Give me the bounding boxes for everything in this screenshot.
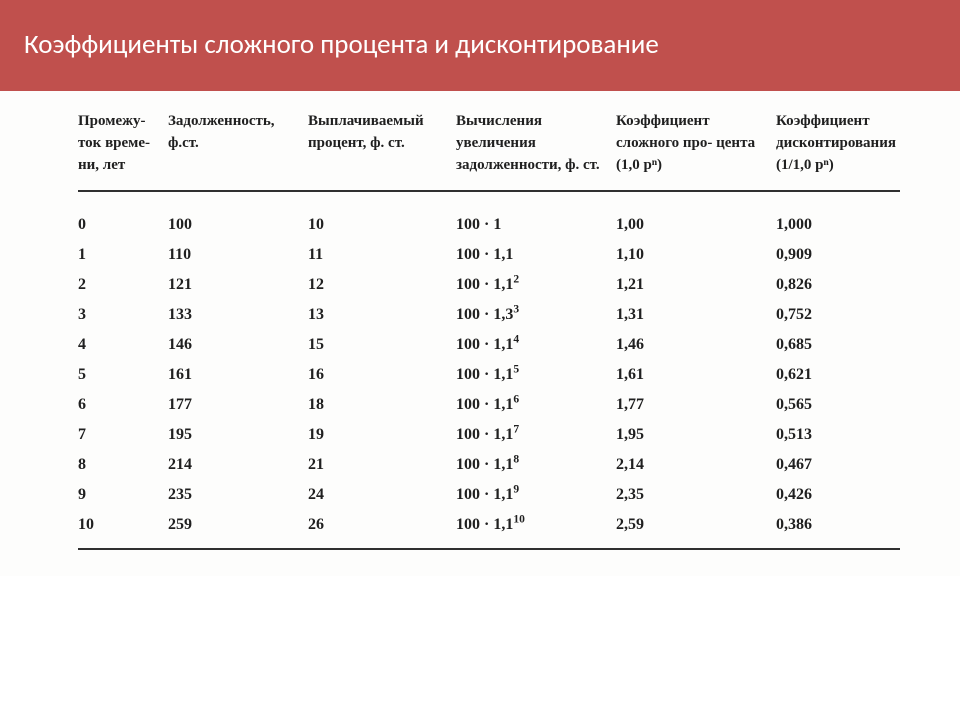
table-row: 516116100 · 1,151,610,621 bbox=[78, 360, 900, 390]
footer-rule bbox=[78, 548, 900, 550]
cell-debt: 259 bbox=[168, 510, 308, 540]
cell-calc: 100 · 1,17 bbox=[456, 420, 616, 450]
cell-interest: 11 bbox=[308, 240, 456, 270]
cell-discount: 0,467 bbox=[776, 450, 900, 480]
cell-discount: 0,621 bbox=[776, 360, 900, 390]
cell-calc: 100 · 1,14 bbox=[456, 330, 616, 360]
cell-debt: 121 bbox=[168, 270, 308, 300]
table-header: Промежу- ток време- ни, лет Задолженност… bbox=[78, 109, 900, 210]
cell-interest: 21 bbox=[308, 450, 456, 480]
cell-compound: 1,61 bbox=[616, 360, 776, 390]
table-row: 414615100 · 1,141,460,685 bbox=[78, 330, 900, 360]
compound-interest-table: Промежу- ток време- ни, лет Задолженност… bbox=[78, 109, 900, 556]
table-row: 719519100 · 1,171,950,513 bbox=[78, 420, 900, 450]
cell-compound: 1,21 bbox=[616, 270, 776, 300]
cell-debt: 110 bbox=[168, 240, 308, 270]
cell-discount: 0,685 bbox=[776, 330, 900, 360]
table-row: 010010100 · 11,001,000 bbox=[78, 210, 900, 240]
cell-interest: 16 bbox=[308, 360, 456, 390]
cell-interest: 19 bbox=[308, 420, 456, 450]
cell-calc: 100 · 1,15 bbox=[456, 360, 616, 390]
table-row: 111011100 · 1,11,100,909 bbox=[78, 240, 900, 270]
table-row: 1025926100 · 1,1102,590,386 bbox=[78, 510, 900, 540]
table-row: 212112100 · 1,121,210,826 bbox=[78, 270, 900, 300]
cell-debt: 161 bbox=[168, 360, 308, 390]
cell-interest: 13 bbox=[308, 300, 456, 330]
cell-compound: 2,59 bbox=[616, 510, 776, 540]
cell-compound: 1,95 bbox=[616, 420, 776, 450]
cell-debt: 100 bbox=[168, 210, 308, 240]
col-header-debt: Задолженность, ф.ст. bbox=[168, 109, 308, 186]
cell-period: 6 bbox=[78, 390, 168, 420]
table-row: 923524100 · 1,192,350,426 bbox=[78, 480, 900, 510]
cell-interest: 18 bbox=[308, 390, 456, 420]
table-row: 313313100 · 1,331,310,752 bbox=[78, 300, 900, 330]
cell-period: 1 bbox=[78, 240, 168, 270]
table-row: 617718100 · 1,161,770,565 bbox=[78, 390, 900, 420]
cell-period: 5 bbox=[78, 360, 168, 390]
cell-compound: 1,00 bbox=[616, 210, 776, 240]
col-header-compound: Коэффициент сложного про- цента (1,0 pⁿ) bbox=[616, 109, 776, 186]
table-body: 010010100 · 11,001,000111011100 · 1,11,1… bbox=[78, 210, 900, 540]
cell-calc: 100 · 1,12 bbox=[456, 270, 616, 300]
cell-calc: 100 · 1,19 bbox=[456, 480, 616, 510]
cell-discount: 0,513 bbox=[776, 420, 900, 450]
cell-interest: 26 bbox=[308, 510, 456, 540]
cell-debt: 195 bbox=[168, 420, 308, 450]
cell-period: 7 bbox=[78, 420, 168, 450]
cell-debt: 133 bbox=[168, 300, 308, 330]
cell-calc: 100 · 1,110 bbox=[456, 510, 616, 540]
cell-calc: 100 · 1,1 bbox=[456, 240, 616, 270]
cell-compound: 2,14 bbox=[616, 450, 776, 480]
cell-discount: 0,386 bbox=[776, 510, 900, 540]
cell-period: 3 bbox=[78, 300, 168, 330]
header-rule bbox=[78, 190, 900, 192]
cell-discount: 0,826 bbox=[776, 270, 900, 300]
cell-period: 2 bbox=[78, 270, 168, 300]
cell-discount: 1,000 bbox=[776, 210, 900, 240]
cell-discount: 0,909 bbox=[776, 240, 900, 270]
cell-discount: 0,565 bbox=[776, 390, 900, 420]
cell-discount: 0,426 bbox=[776, 480, 900, 510]
col-header-interest: Выплачиваемый процент, ф. ст. bbox=[308, 109, 456, 186]
cell-interest: 10 bbox=[308, 210, 456, 240]
slide-title-bar: Коэффициенты сложного процента и дисконт… bbox=[0, 0, 960, 91]
cell-compound: 1,46 bbox=[616, 330, 776, 360]
cell-calc: 100 · 1,16 bbox=[456, 390, 616, 420]
cell-period: 0 bbox=[78, 210, 168, 240]
content-area: Промежу- ток време- ни, лет Задолженност… bbox=[0, 91, 960, 576]
cell-debt: 214 bbox=[168, 450, 308, 480]
cell-calc: 100 · 1,33 bbox=[456, 300, 616, 330]
cell-period: 4 bbox=[78, 330, 168, 360]
col-header-period: Промежу- ток време- ни, лет bbox=[78, 109, 168, 186]
cell-interest: 12 bbox=[308, 270, 456, 300]
cell-period: 10 bbox=[78, 510, 168, 540]
cell-calc: 100 · 1 bbox=[456, 210, 616, 240]
cell-debt: 177 bbox=[168, 390, 308, 420]
cell-discount: 0,752 bbox=[776, 300, 900, 330]
cell-period: 8 bbox=[78, 450, 168, 480]
cell-interest: 15 bbox=[308, 330, 456, 360]
cell-debt: 146 bbox=[168, 330, 308, 360]
cell-compound: 1,10 bbox=[616, 240, 776, 270]
cell-interest: 24 bbox=[308, 480, 456, 510]
table-row: 821421100 · 1,182,140,467 bbox=[78, 450, 900, 480]
col-header-calc: Вычисления увеличения задолженности, ф. … bbox=[456, 109, 616, 186]
slide-title: Коэффициенты сложного процента и дисконт… bbox=[24, 28, 659, 61]
cell-compound: 2,35 bbox=[616, 480, 776, 510]
cell-debt: 235 bbox=[168, 480, 308, 510]
col-header-discount: Коэффициент дисконтирования (1/1,0 pⁿ) bbox=[776, 109, 900, 186]
cell-calc: 100 · 1,18 bbox=[456, 450, 616, 480]
cell-compound: 1,31 bbox=[616, 300, 776, 330]
cell-compound: 1,77 bbox=[616, 390, 776, 420]
cell-period: 9 bbox=[78, 480, 168, 510]
